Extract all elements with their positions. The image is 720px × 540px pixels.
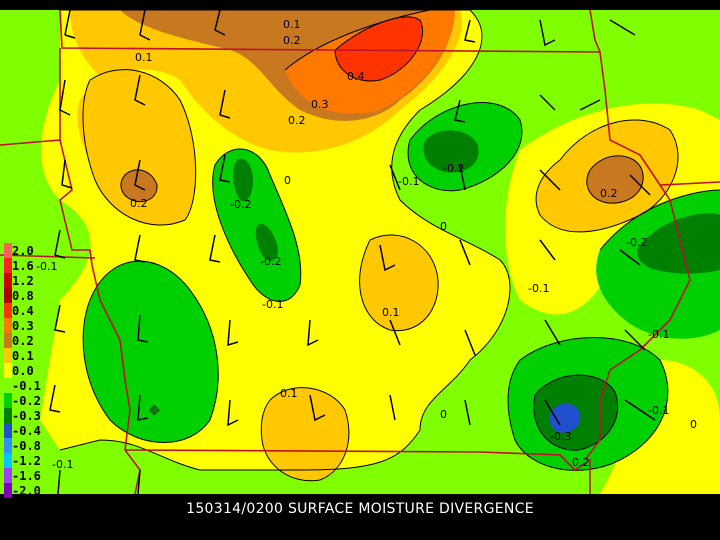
contour-lines [59, 10, 720, 482]
legend-swatch [4, 393, 12, 408]
legend-label: 2.0 [12, 244, 34, 258]
field-m03-northeast [423, 130, 479, 173]
legend-label: -0.8 [12, 439, 41, 453]
contour-label: -0.1 [648, 328, 669, 341]
legend-label: 0.0 [12, 364, 34, 378]
contour-label: 0.1 [280, 387, 298, 400]
legend-label: 0.4 [12, 304, 34, 318]
legend-label: -0.2 [12, 394, 41, 408]
legend-swatch [4, 423, 12, 438]
legend-swatch [4, 273, 12, 288]
legend-swatch [4, 258, 12, 273]
legend-label: 0.2 [12, 334, 34, 348]
contour-label: -0.1 [648, 404, 669, 417]
legend-swatch [4, 243, 12, 258]
field-01-center [359, 234, 439, 331]
legend-label: 0.8 [12, 289, 34, 303]
contour-label: -0.2 [443, 162, 464, 175]
wind-barbs [49, 10, 656, 494]
legend-label: -0.1 [12, 379, 41, 393]
contour-label: -0.1 [52, 458, 73, 471]
legend-swatch [4, 453, 12, 468]
contour-label: 0.4 [347, 70, 365, 83]
legend-label: -0.3 [12, 409, 41, 423]
legend-label: 1.2 [12, 274, 34, 288]
field-01-south [261, 387, 349, 481]
legend-swatch [4, 408, 12, 423]
field-m03-center-a [233, 158, 253, 202]
contour-label: 0.1 [135, 51, 153, 64]
legend-swatch [4, 333, 12, 348]
contour-label: 0.2 [600, 187, 618, 200]
legend-swatch [4, 438, 12, 453]
field-m01-westblob [0, 131, 41, 171]
legend-swatch [4, 378, 12, 393]
legend-swatch [4, 318, 12, 333]
legend-label: -2.0 [12, 484, 41, 498]
contour-label: -0.1 [262, 298, 283, 311]
contour-label: 0.1 [283, 18, 301, 31]
field-02-eastblob [586, 155, 644, 204]
contour-label: 0 [690, 418, 697, 431]
legend-swatch [4, 288, 12, 303]
field-m03-center-b [255, 224, 278, 262]
legend-swatch [4, 363, 12, 378]
contour-label: -0.1 [528, 282, 549, 295]
legend-label: -1.2 [12, 454, 41, 468]
contour-label: 0.2 [130, 197, 148, 210]
legend-swatch [4, 483, 12, 498]
contour-label: 0 [440, 220, 447, 233]
field-m04-southeast [549, 403, 581, 433]
contour-label: 0.2 [283, 34, 301, 47]
legend-swatch [4, 348, 12, 363]
contour-label: 0.2 [288, 114, 306, 127]
color-legend: 2.01.61.20.80.40.30.20.10.0-0.1-0.2-0.3-… [4, 243, 41, 498]
field-m03-east [637, 213, 720, 274]
field-zero-southeast [600, 360, 720, 494]
contour-label: 0.1 [382, 306, 400, 319]
contour-label: -0.2 [260, 255, 281, 268]
field-01-west [83, 69, 196, 226]
contour-fill-layer: 0.1 0.2 0.1 0.4 0.3 0.2 0.2 -0.2 0 -0.2 … [0, 10, 720, 494]
field-02-westblob [120, 169, 158, 202]
legend-label: 1.6 [12, 259, 34, 273]
legend-label: 0.3 [12, 319, 34, 333]
legend-label: -0.4 [12, 424, 41, 438]
station-marker [148, 404, 160, 416]
contour-label: -0.2 [230, 198, 251, 211]
legend-swatch [4, 303, 12, 318]
legend-label: -1.6 [12, 469, 41, 483]
contour-label: -0.3 [550, 430, 571, 443]
contour-label: 0 [284, 174, 291, 187]
contour-label: -0.1 [398, 175, 419, 188]
state-borders [0, 10, 720, 494]
contour-labels: 0.1 0.2 0.1 0.4 0.3 0.2 0.2 -0.2 0 -0.2 … [36, 18, 697, 471]
field-04-north [335, 16, 423, 81]
contour-label: -0.2 [626, 236, 647, 249]
contour-label: 0 [440, 408, 447, 421]
legend-label: 0.1 [12, 349, 34, 363]
map-title: 150314/0200 SURFACE MOISTURE DIVERGENCE [186, 501, 534, 517]
contour-label: 0.3 [311, 98, 329, 111]
contour-label: 0.2 [572, 456, 590, 469]
field-m02-west [83, 261, 219, 443]
legend-swatch [4, 468, 12, 483]
contour-label: -0.1 [36, 260, 57, 273]
